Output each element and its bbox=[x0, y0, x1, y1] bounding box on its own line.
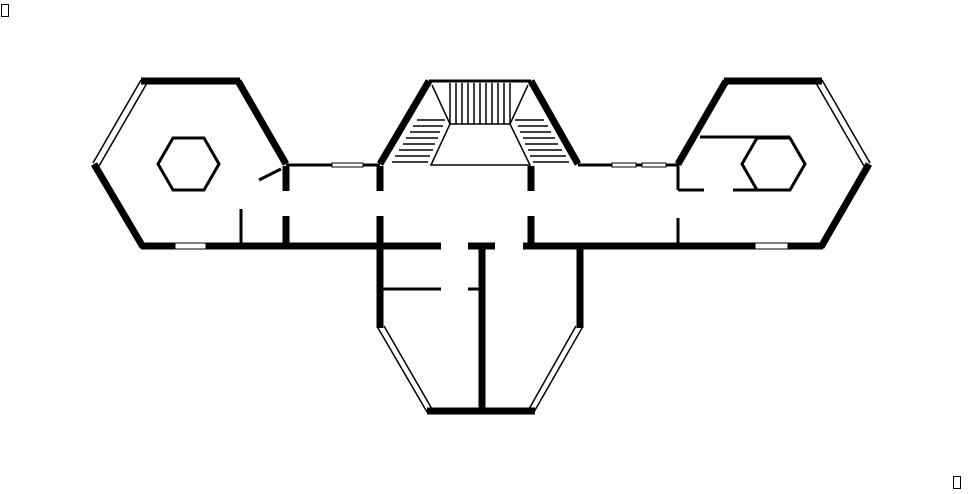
left-wing-upper-right-wall bbox=[234, 79, 290, 166]
left-hex-wing bbox=[90, 77, 378, 250]
central-stair-hall bbox=[376, 79, 582, 246]
stair-hall-left-wall bbox=[376, 79, 433, 166]
right-hex-wing bbox=[580, 77, 873, 250]
left-wing-lower-left-wall bbox=[90, 162, 147, 249]
stair-top-flight bbox=[431, 83, 529, 125]
bottom-hex-wing bbox=[376, 246, 584, 415]
stair-hall-right-wall bbox=[527, 79, 582, 166]
left-wing-bottom-window bbox=[174, 242, 207, 250]
corner-marker-top-left bbox=[1, 4, 9, 17]
left-corridor bbox=[286, 162, 380, 168]
right-corridor bbox=[578, 162, 678, 168]
left-corridor-window bbox=[331, 162, 364, 168]
stair-left-flight bbox=[392, 119, 445, 163]
right-wing-window-upper bbox=[815, 79, 871, 167]
right-wing-lower-right-wall bbox=[817, 162, 873, 249]
right-corridor-window-2 bbox=[641, 162, 667, 168]
bottom-wing-window-right bbox=[528, 325, 583, 413]
left-inner-hexagon bbox=[156, 136, 221, 192]
corner-marker-bottom-right bbox=[953, 476, 961, 489]
stair-right-flight bbox=[515, 119, 569, 163]
left-wing-window-upper bbox=[92, 79, 148, 167]
stair-landing bbox=[429, 123, 532, 166]
bottom-wing-window-left bbox=[377, 325, 433, 413]
right-corridor-window-1 bbox=[611, 162, 637, 168]
right-wing-bottom-window bbox=[754, 242, 789, 250]
right-inner-hexagon bbox=[740, 136, 807, 192]
left-wing-door-leaf bbox=[258, 167, 282, 182]
right-wing-upper-left-wall bbox=[674, 79, 730, 166]
